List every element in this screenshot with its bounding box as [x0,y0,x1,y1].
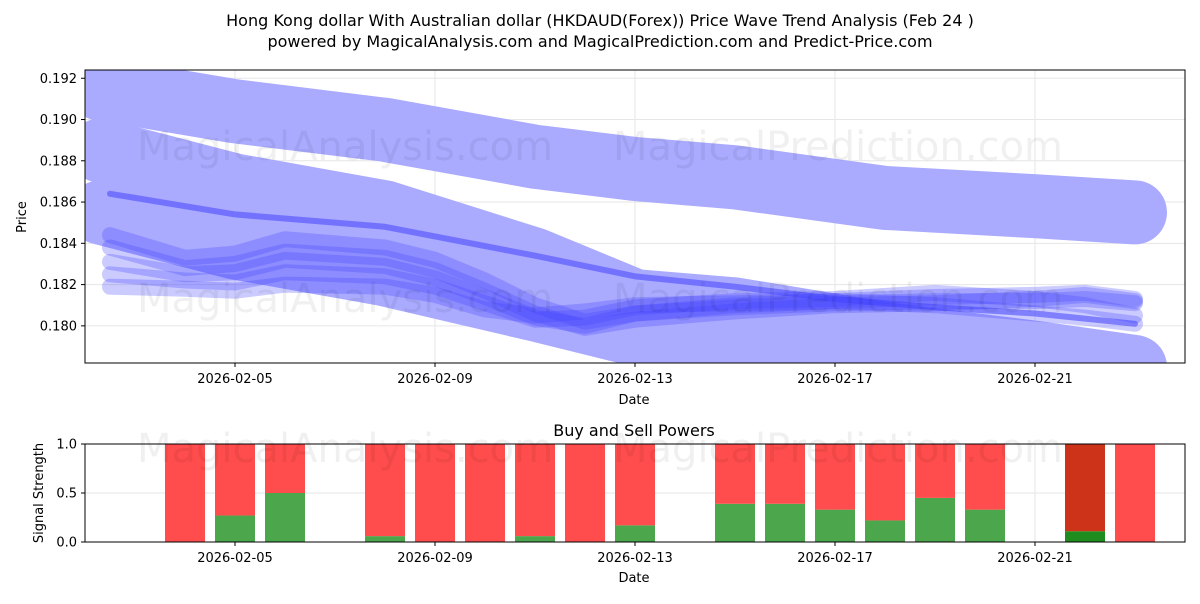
power-x-tick-label: 2026-02-09 [397,551,473,566]
sell-power-bar [865,444,905,521]
power-x-tick-label: 2026-02-17 [797,551,873,566]
trend-3-line [102,251,1143,334]
sell-power-bar [815,444,855,510]
power-y-tick-label: 1.0 [56,438,77,453]
sell-power-bar [965,444,1005,510]
trend-1-line [102,227,1143,330]
buy-power-bar [215,515,255,542]
price-x-tick-label: 2026-02-17 [797,372,873,387]
price-y-tick-label: 0.182 [40,278,77,293]
trend-lines [102,190,1143,336]
power-y-tick-label: 0.0 [56,536,77,551]
price-wave-chart: MagicalAnalysis.com MagicalPrediction.co… [15,69,1186,408]
sell-power-bar [165,444,205,542]
buy-power-bar [365,536,405,542]
buy-power-bar [515,536,555,542]
power-axis-ticks: 2026-02-05 2026-02-09 2026-02-13 2026-02-17… [56,438,1072,567]
watermark-right-lower: MagicalPrediction.com [613,276,1063,322]
price-y-tick-label: 0.186 [40,196,77,211]
sell-power-bar [1115,444,1155,542]
sell-power-bar [265,444,305,493]
price-y-tick-label: 0.184 [40,237,77,252]
sell-power-bar [915,444,955,498]
buy-power-bar [615,525,655,542]
watermark-right: MagicalPrediction.com [613,124,1063,170]
power-bars [165,444,1155,542]
trend-2-line [102,239,1143,336]
price-x-tick-label: 2026-02-21 [997,372,1073,387]
sell-power-bar [415,444,455,542]
buy-sell-power-chart: Buy and Sell Powers MagicalAnalysis.com … [32,421,1186,586]
watermark-left: MagicalAnalysis.com [137,124,553,170]
sell-power-bar [365,444,405,537]
watermark-left-bottom: MagicalAnalysis.com [137,426,553,472]
buy-power-bar [265,493,305,542]
sell-power-bar [715,444,755,504]
price-y-tick-label: 0.180 [40,319,77,334]
sell-power-bar [465,444,505,542]
power-x-tick-label: 2026-02-13 [597,551,673,566]
price-x-axis-label: Date [618,393,649,408]
buy-power-bar [715,503,755,542]
buy-power-bar [865,520,905,542]
trend-4-line [102,264,1143,328]
middle-wave-band [85,118,1167,363]
watermark-right-bottom: MagicalPrediction.com [613,426,1063,472]
sell-power-bar [515,444,555,537]
price-y-tick-label: 0.192 [40,72,77,87]
price-y-tick-label: 0.190 [40,113,77,128]
buy-power-bar [915,497,955,542]
power-x-axis-label: Date [618,571,649,586]
price-y-tick-label: 0.188 [40,154,77,169]
upper-wave-band [85,70,1167,245]
price-axis-ticks: 2026-02-05 2026-02-09 2026-02-13 2026-02-17… [40,72,1073,387]
price-y-axis-label: Price [15,201,30,233]
buy-sell-chart-title: Buy and Sell Powers [553,421,715,440]
price-x-tick-label: 2026-02-05 [197,372,273,387]
buy-power-bar [765,503,805,542]
buy-power-bar [815,509,855,542]
power-y-axis-label: Signal Strength [32,443,47,543]
wave-bands [85,70,1167,363]
price-x-tick-label: 2026-02-09 [397,372,473,387]
price-x-tick-label: 2026-02-13 [597,372,673,387]
sell-power-bar [565,444,605,542]
lower-wave-band [85,180,1149,363]
sell-power-bar [1065,444,1105,532]
sell-power-bar [615,444,655,526]
sell-power-bar [215,444,255,516]
sell-power-bar [765,444,805,504]
figure-title-line2: powered by MagicalAnalysis.com and Magic… [267,32,932,51]
buy-power-bar [965,509,1005,542]
buy-power-bar [1065,531,1105,542]
figure-title-line1: Hong Kong dollar With Australian dollar … [226,11,974,30]
watermark-left-lower: MagicalAnalysis.com [137,276,553,322]
diagonal-trend-line [107,190,1138,327]
power-x-tick-label: 2026-02-21 [997,551,1073,566]
power-x-tick-label: 2026-02-05 [197,551,273,566]
power-y-tick-label: 0.5 [56,487,77,502]
